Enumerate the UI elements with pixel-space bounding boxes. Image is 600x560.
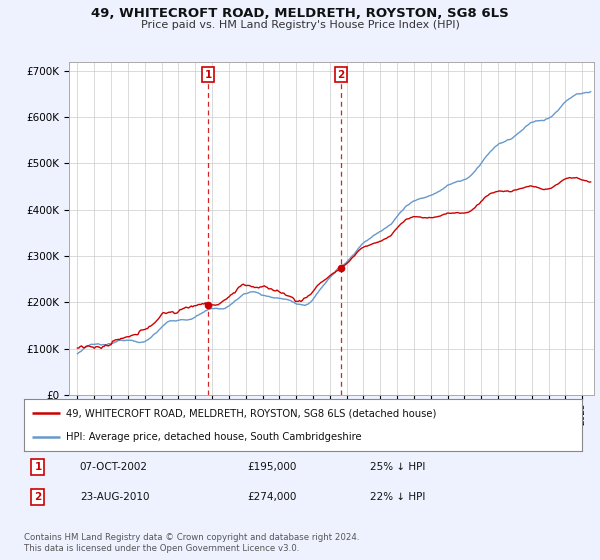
Text: 2: 2 [337, 69, 344, 80]
Text: 1: 1 [205, 69, 212, 80]
Text: 2: 2 [34, 492, 41, 502]
Text: Contains HM Land Registry data © Crown copyright and database right 2024.
This d: Contains HM Land Registry data © Crown c… [24, 533, 359, 553]
Text: Price paid vs. HM Land Registry's House Price Index (HPI): Price paid vs. HM Land Registry's House … [140, 20, 460, 30]
Text: £195,000: £195,000 [247, 463, 296, 473]
Text: 25% ↓ HPI: 25% ↓ HPI [370, 463, 425, 473]
Text: 49, WHITECROFT ROAD, MELDRETH, ROYSTON, SG8 6LS: 49, WHITECROFT ROAD, MELDRETH, ROYSTON, … [91, 7, 509, 20]
Text: HPI: Average price, detached house, South Cambridgeshire: HPI: Average price, detached house, Sout… [66, 432, 361, 442]
Text: £274,000: £274,000 [247, 492, 296, 502]
Text: 1: 1 [34, 463, 41, 473]
Text: 22% ↓ HPI: 22% ↓ HPI [370, 492, 425, 502]
Text: 07-OCT-2002: 07-OCT-2002 [80, 463, 148, 473]
Text: 49, WHITECROFT ROAD, MELDRETH, ROYSTON, SG8 6LS (detached house): 49, WHITECROFT ROAD, MELDRETH, ROYSTON, … [66, 408, 436, 418]
Text: 23-AUG-2010: 23-AUG-2010 [80, 492, 149, 502]
